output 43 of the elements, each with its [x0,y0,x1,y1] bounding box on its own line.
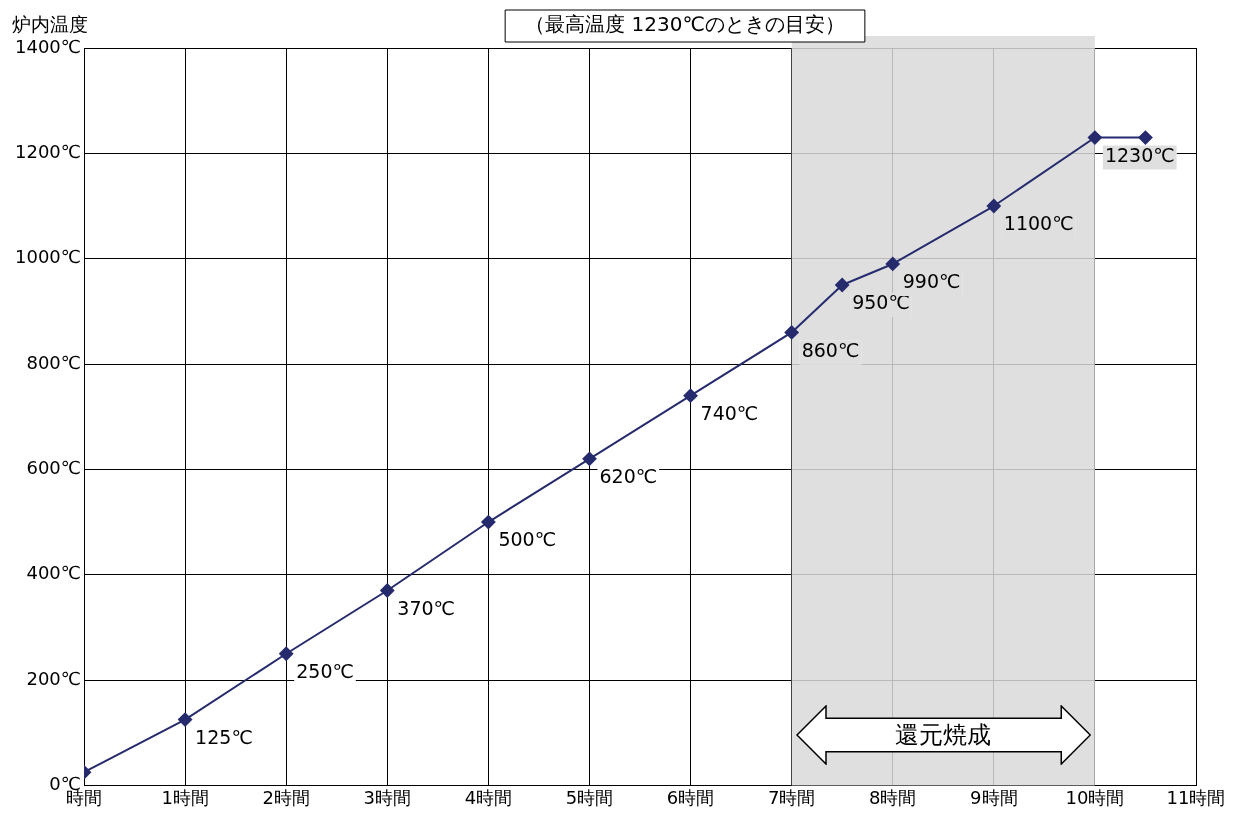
data-label: 1100℃ [1003,212,1074,235]
point [784,325,799,340]
x-tick-label: 6時間 [666,786,715,808]
point [582,451,597,466]
point [279,646,294,661]
data-label: 370℃ [397,596,455,619]
data-label: 620℃ [599,465,658,488]
x-tick-label: 11時間 [1166,786,1226,808]
y-tick-label: 800℃ [26,351,82,373]
point [885,256,900,271]
data-label: 500℃ [498,528,556,551]
data-label: 125℃ [195,726,253,748]
point [835,278,850,293]
x-tick-label: 5時間 [565,786,614,808]
x-tick-label: 8時間 [869,786,917,808]
point [683,388,698,403]
data-label: 250℃ [296,660,354,683]
point [986,199,1001,214]
x-tick-label: 9時間 [970,786,1018,808]
y-tick-label: 400℃ [26,562,82,584]
x-tick-label: 7時間 [767,786,816,808]
point [1138,130,1153,145]
y-tick-label: 1400℃ [14,35,82,57]
data-label: 860℃ [801,338,860,361]
data-label: 1230℃ [1104,143,1175,166]
y-tick-label: 1000℃ [14,246,82,268]
y-tick-label: 600℃ [26,457,82,479]
data-label: 950℃ [852,291,910,314]
point [481,515,496,530]
x-tick-label: 4時間 [464,786,513,808]
x-tick-label: 10時間 [1065,786,1125,808]
data-label: 740℃ [700,402,759,425]
point [178,712,193,727]
x-tick-label: 2時間 [262,786,310,808]
chart-title: （最高温度 1230℃のときの目安） [525,12,845,37]
point [1087,130,1102,145]
data-label: 990℃ [902,270,961,293]
y-tick-label: 1200℃ [14,141,82,163]
y-axis-title: 炉内温度 [12,12,88,35]
point [380,583,395,598]
x-tick-label: 3時間 [363,786,412,808]
x-tick-label: 1時間 [161,786,209,808]
y-tick-label: 200℃ [26,667,82,689]
